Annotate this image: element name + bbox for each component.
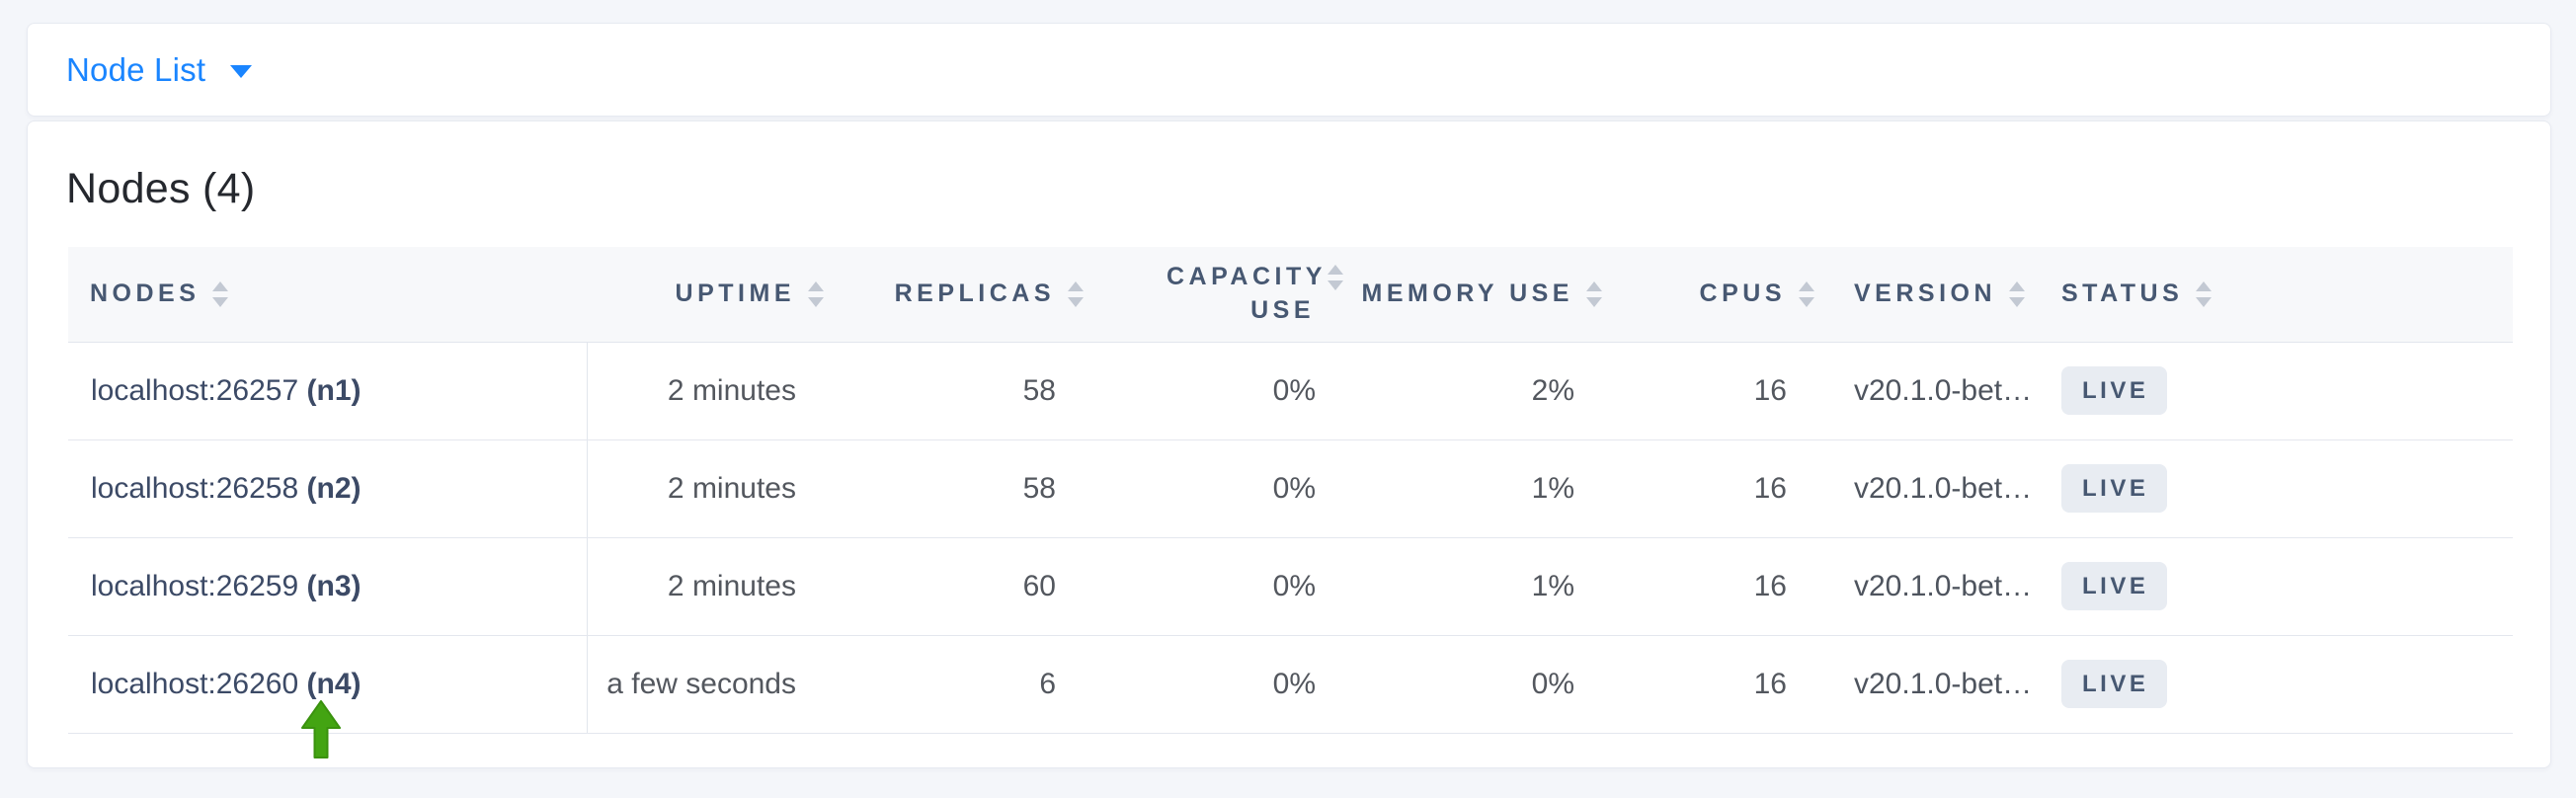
status-badge: LIVE (2061, 660, 2168, 708)
column-header-replicas[interactable]: REPLICAS (830, 247, 1089, 343)
capacity-use-value: 0% (1089, 342, 1349, 440)
sort-arrows-icon (1799, 280, 1814, 307)
table-row-n2[interactable]: localhost:26258 (n2) 2 minutes 58 0% 1% … (68, 439, 2513, 538)
table-row-n4[interactable]: localhost:26260 (n4) a few seconds 6 0% … (68, 635, 2513, 734)
status-badge: LIVE (2061, 464, 2168, 513)
column-header-cpus[interactable]: CPUS (1608, 247, 1820, 343)
cpus-value: 16 (1608, 537, 1820, 636)
sort-arrows-icon (808, 280, 824, 307)
capacity-use-value: 0% (1089, 537, 1349, 636)
nodes-table: NODES UPTIME REPLICAS (68, 247, 2513, 734)
sort-arrows-icon (212, 280, 229, 307)
node-id: (n3) (306, 569, 362, 602)
status-badge: LIVE (2061, 562, 2168, 610)
replicas-value: 60 (830, 537, 1089, 636)
node-list-dropdown-label: Node List (66, 50, 206, 88)
node-id: (n2) (306, 471, 362, 505)
version-value: v20.1.0-bet… (1820, 537, 2038, 636)
table-row-n1[interactable]: localhost:26257 (n1) 2 minutes 58 0% 2% … (68, 342, 2513, 440)
nodes-panel: Nodes (4) NODES UPTIME (27, 120, 2551, 768)
version-value: v20.1.0-bet… (1820, 439, 2038, 538)
table-row-n3[interactable]: localhost:26259 (n3) 2 minutes 60 0% 1% … (68, 537, 2513, 636)
uptime-value: 2 minutes (587, 342, 830, 440)
sort-arrows-icon (1068, 280, 1084, 307)
node-address: localhost:26257 (91, 373, 299, 407)
column-header-uptime[interactable]: UPTIME (587, 247, 830, 343)
node-list-dropdown[interactable]: Node List (66, 50, 253, 89)
node-id: (n1) (306, 373, 362, 407)
node-address: localhost:26258 (91, 471, 299, 505)
sort-arrows-icon (1586, 280, 1602, 307)
uptime-value: 2 minutes (587, 439, 830, 538)
memory-use-value: 0% (1349, 635, 1608, 734)
column-header-memory-use[interactable]: MEMORY USE (1349, 247, 1608, 343)
column-header-nodes[interactable]: NODES (68, 247, 587, 343)
node-address: localhost:26259 (91, 569, 299, 602)
page-title: Nodes (4) (66, 165, 256, 212)
column-header-capacity-use[interactable]: CAPACITY USE (1089, 247, 1349, 343)
table-header-row: NODES UPTIME REPLICAS (68, 247, 2513, 343)
memory-use-value: 1% (1349, 439, 1608, 538)
column-header-status[interactable]: STATUS (2038, 247, 2513, 343)
memory-use-value: 2% (1349, 342, 1608, 440)
replicas-value: 6 (830, 635, 1089, 734)
node-address: localhost:26260 (91, 667, 299, 700)
annotation-arrow-up-icon (301, 700, 341, 758)
cpus-value: 16 (1608, 342, 1820, 440)
version-value: v20.1.0-bet… (1820, 635, 2038, 734)
cpus-value: 16 (1608, 439, 1820, 538)
replicas-value: 58 (830, 439, 1089, 538)
sort-arrows-icon (2009, 280, 2026, 307)
version-value: v20.1.0-bet… (1820, 342, 2038, 440)
cpus-value: 16 (1608, 635, 1820, 734)
capacity-use-value: 0% (1089, 635, 1349, 734)
replicas-value: 58 (830, 342, 1089, 440)
memory-use-value: 1% (1349, 537, 1608, 636)
sort-arrows-icon (1328, 264, 1343, 290)
uptime-value: 2 minutes (587, 537, 830, 636)
uptime-value: a few seconds (587, 635, 830, 734)
node-id: (n4) (306, 667, 362, 700)
caret-down-icon (230, 65, 253, 78)
sort-arrows-icon (2196, 280, 2213, 307)
column-header-version[interactable]: VERSION (1820, 247, 2038, 343)
view-selector-bar: Node List (27, 23, 2551, 117)
capacity-use-value: 0% (1089, 439, 1349, 538)
status-badge: LIVE (2061, 366, 2168, 415)
